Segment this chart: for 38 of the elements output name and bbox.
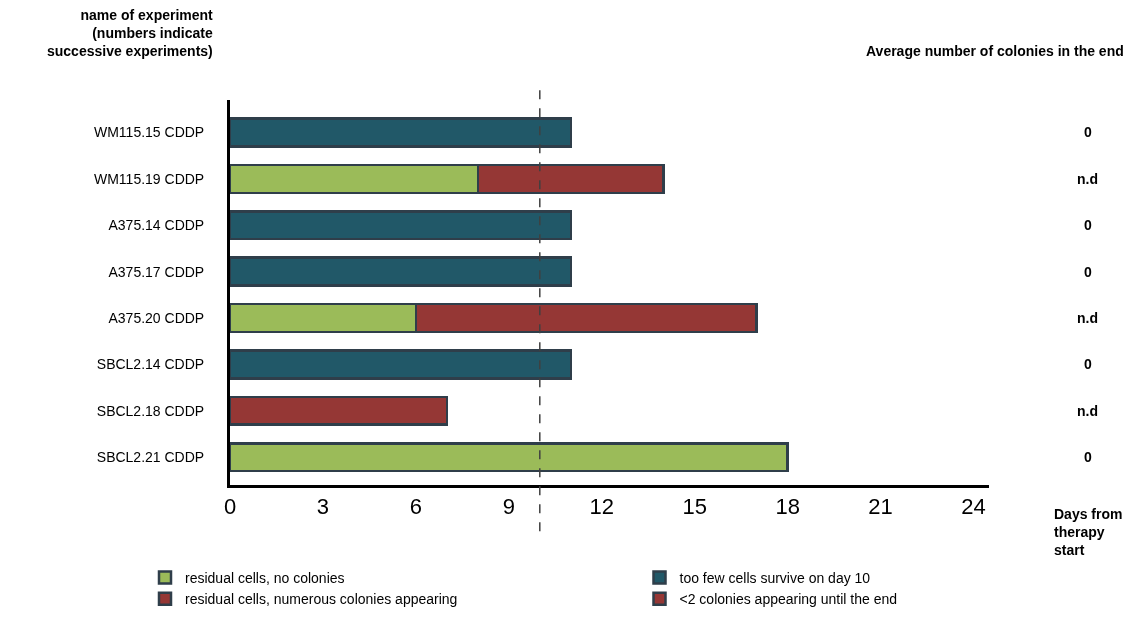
bar [230, 117, 573, 148]
y-tick-label: SBCL2.14 CDDP [96, 356, 205, 373]
text: n.d [1077, 171, 1098, 187]
x-tick-label: 21 [868, 494, 893, 520]
y-tick-label: A375.20 CDDP [108, 309, 205, 326]
bar [230, 256, 573, 287]
bar [230, 442, 789, 473]
x-tick-label: 9 [502, 494, 515, 520]
bar [230, 210, 573, 241]
y-tick-label: SBCL2.21 CDDP [96, 449, 205, 466]
y-tick-label: A375.17 CDDP [108, 263, 205, 280]
text: 0 [1084, 449, 1092, 465]
text: n.d [1077, 403, 1098, 419]
x-tick-label: 6 [409, 494, 423, 520]
legend-label: too few cells survive on day 10 [679, 570, 871, 587]
legend-label: residual cells, no colonies [185, 570, 345, 587]
bar [230, 349, 573, 380]
x-tick-label: 18 [775, 494, 800, 520]
y-tick-label: WM115.19 CDDP [93, 170, 205, 187]
x-tick-label: 3 [316, 494, 330, 520]
x-tick-label: 0 [223, 494, 237, 520]
bar [230, 395, 449, 426]
text: Average number of colonies in the end [866, 43, 1124, 59]
legend-label: <2 colonies appearing until the end [679, 591, 898, 608]
text: n.d [1077, 310, 1098, 326]
y-tick-label: SBCL2.18 CDDP [96, 402, 205, 419]
text: 0 [1084, 356, 1092, 372]
x-axis-title: Days from therapy start [1054, 506, 1123, 559]
text: 0 [1084, 217, 1092, 233]
x-tick-label: 15 [682, 494, 707, 520]
x-tick-label: 12 [589, 494, 614, 520]
x-tick-label: 24 [961, 494, 986, 520]
text: 0 [1084, 124, 1092, 140]
y-tick-label: WM115.15 CDDP [93, 124, 205, 141]
text: 0 [1084, 264, 1092, 280]
legend-label: residual cells, numerous colonies appearing [185, 591, 458, 608]
y-axis-title: name of experiment (numbers indicate successive experiments) [47, 7, 214, 60]
y-tick-label: A375.14 CDDP [108, 217, 205, 234]
